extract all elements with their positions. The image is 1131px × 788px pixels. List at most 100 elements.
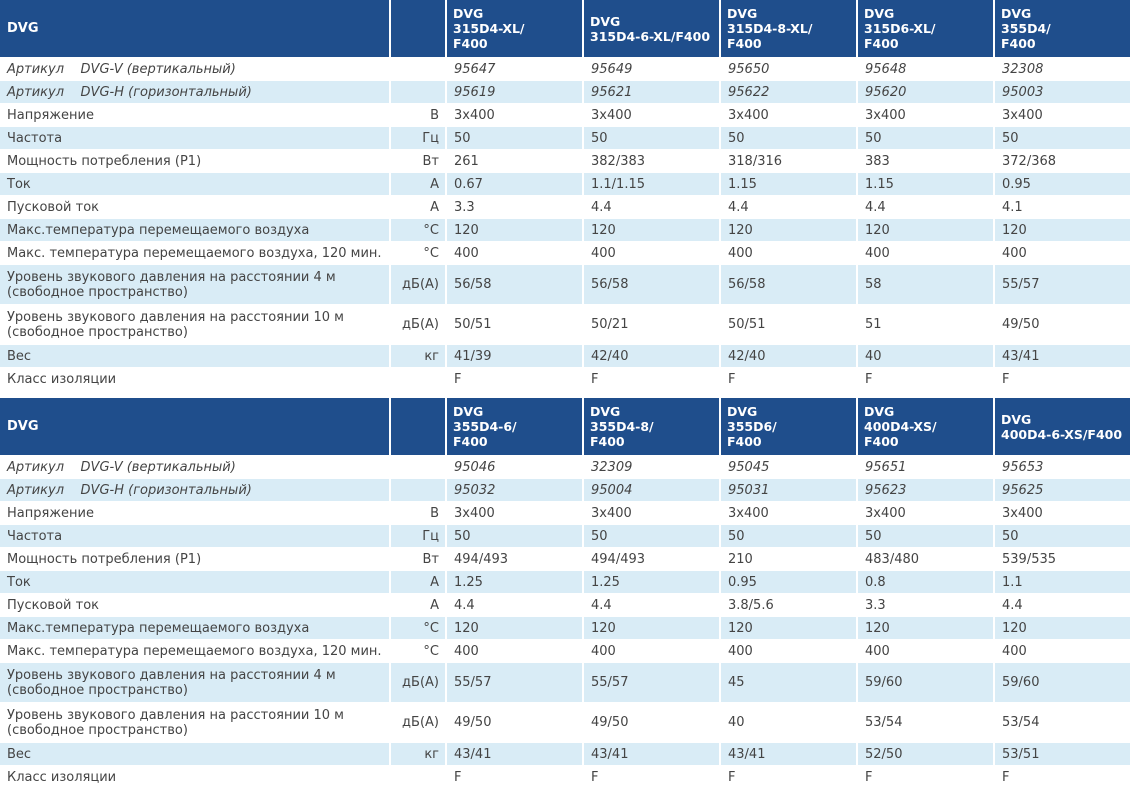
row-value: 400 xyxy=(721,640,858,662)
table-row: Вес кг 41/39 42/40 42/40 40 43/41 xyxy=(0,344,1131,367)
row-value: 400 xyxy=(1002,245,1027,261)
row-value: 3x400 xyxy=(858,502,995,524)
row-value: 400 xyxy=(584,242,721,264)
table-row: Макс.температура перемещаемого воздуха °C… xyxy=(0,616,1131,639)
row-value: 3x400 xyxy=(1002,107,1043,123)
row-value: 50/51 xyxy=(447,305,584,344)
row-label: Напряжение xyxy=(0,502,391,524)
row-value: 1.1/1.15 xyxy=(584,173,721,195)
row-label: Напряжение xyxy=(0,104,391,126)
row-value: F xyxy=(1002,769,1010,785)
row-value: 95045 xyxy=(721,456,858,478)
row-label: Артикул DVG-H (горизонтальный) xyxy=(0,81,391,103)
row-unit xyxy=(391,81,447,103)
model-header: DVG 315D4-6-XL/F400 xyxy=(584,0,721,57)
row-value: 53/51 xyxy=(995,743,1130,765)
row-value: 120 xyxy=(721,617,858,639)
row-value: 59/60 xyxy=(858,663,995,702)
spec-table-2: DVG DVG 355D4-6/ F400 DVG 355D4-8/ F400 DVG… xyxy=(0,398,1131,788)
row-value: 372/368 xyxy=(1002,153,1057,169)
row-value: 0.95 xyxy=(721,571,858,593)
row-value: F xyxy=(858,766,995,788)
row-value: F xyxy=(721,766,858,788)
row-value: 1.1 xyxy=(995,571,1130,593)
row-unit xyxy=(391,456,447,478)
row-value: 3x400 xyxy=(721,104,858,126)
row-value: 120 xyxy=(584,219,721,241)
table-row: Класс изоляции F F F F F xyxy=(0,367,1131,390)
row-value: 95651 xyxy=(858,456,995,478)
row-value: 95648 xyxy=(858,58,995,80)
row-unit: В xyxy=(391,104,447,126)
row-value: 50/21 xyxy=(584,305,721,344)
row-value: 120 xyxy=(447,617,584,639)
row-value: 1.25 xyxy=(447,571,584,593)
table-row: Напряжение В 3x400 3x400 3x400 3x400 3x400 xyxy=(0,103,1131,126)
row-value: 261 xyxy=(447,150,584,172)
row-value: F xyxy=(584,766,721,788)
row-unit: кг xyxy=(391,345,447,367)
model-header: DVG 355D4-8/ F400 xyxy=(584,398,721,455)
row-label: Артикул DVG-V (вертикальный) xyxy=(0,58,391,80)
row-unit: Гц xyxy=(391,127,447,149)
row-value: 4.4 xyxy=(721,196,858,218)
row-value: 120 xyxy=(858,617,995,639)
table-row: Макс. температура перемещаемого воздуха,… xyxy=(0,639,1131,662)
row-value: 32309 xyxy=(584,456,721,478)
row-label: Уровень звукового давления на расстоянии… xyxy=(0,663,391,702)
row-value: 3.3 xyxy=(858,594,995,616)
row-unit: кг xyxy=(391,743,447,765)
model-header: DVG 355D4/ F400 xyxy=(995,0,1130,57)
table-row: Артикул DVG-H (горизонтальный) 95032 95004… xyxy=(0,478,1131,501)
model-header: DVG 400D4-XS/ F400 xyxy=(858,398,995,455)
row-value: 400 xyxy=(721,242,858,264)
table-row: Артикул DVG-H (горизонтальный) 95619 95621… xyxy=(0,80,1131,103)
row-label: Мощность потребления (P1) xyxy=(0,548,391,570)
row-value: 3x400 xyxy=(858,104,995,126)
row-value: 95647 xyxy=(447,58,584,80)
model-header: DVG 315D4-8-XL/ F400 xyxy=(721,0,858,57)
row-value: 382/383 xyxy=(584,150,721,172)
row-unit: A xyxy=(391,594,447,616)
row-label: Артикул DVG-H (горизонтальный) xyxy=(0,479,391,501)
row-label: Макс. температура перемещаемого воздуха,… xyxy=(0,640,391,662)
row-value: 42/40 xyxy=(584,345,721,367)
row-unit: °C xyxy=(391,242,447,264)
row-value: 50 xyxy=(721,525,858,547)
row-value: F xyxy=(721,368,858,390)
table-header-row: DVG DVG 315D4-XL/ F400 DVG 315D4-6-XL/F400… xyxy=(0,0,1131,57)
row-value: 50 xyxy=(584,127,721,149)
row-value: 3x400 xyxy=(721,502,858,524)
row-value: 43/41 xyxy=(447,743,584,765)
row-unit xyxy=(391,766,447,788)
row-value: 41/39 xyxy=(447,345,584,367)
row-value: 400 xyxy=(1002,643,1027,659)
row-label: Частота xyxy=(0,525,391,547)
row-label: Частота xyxy=(0,127,391,149)
row-value: 59/60 xyxy=(995,663,1130,702)
row-value: 3x400 xyxy=(584,502,721,524)
row-value: 53/54 xyxy=(1002,715,1040,730)
row-value: F xyxy=(858,368,995,390)
model-header: DVG 355D6/ F400 xyxy=(721,398,858,455)
row-value: 400 xyxy=(584,640,721,662)
row-value: 43/41 xyxy=(721,743,858,765)
row-value: 95625 xyxy=(995,479,1130,501)
table-row: Частота Гц 50 50 50 50 50 xyxy=(0,126,1131,149)
row-unit: Вт xyxy=(391,548,447,570)
row-value: F xyxy=(447,766,584,788)
row-unit: дБ(A) xyxy=(391,703,447,742)
row-value: 0.95 xyxy=(995,173,1130,195)
row-label: Мощность потребления (P1) xyxy=(0,150,391,172)
row-label: Уровень звукового давления на расстоянии… xyxy=(0,265,391,304)
table-row: Артикул DVG-V (вертикальный) 95647 95649 95… xyxy=(0,57,1131,80)
row-value: 3.8/5.6 xyxy=(721,594,858,616)
table-row: Напряжение В 3x400 3x400 3x400 3x400 3x400 xyxy=(0,501,1131,524)
row-unit: дБ(A) xyxy=(391,305,447,344)
row-label: Ток xyxy=(0,173,391,195)
row-value: 50 xyxy=(584,525,721,547)
row-value: F xyxy=(1002,371,1010,387)
row-value: 494/493 xyxy=(584,548,721,570)
row-value: 3x400 xyxy=(447,104,584,126)
row-unit: °C xyxy=(391,219,447,241)
